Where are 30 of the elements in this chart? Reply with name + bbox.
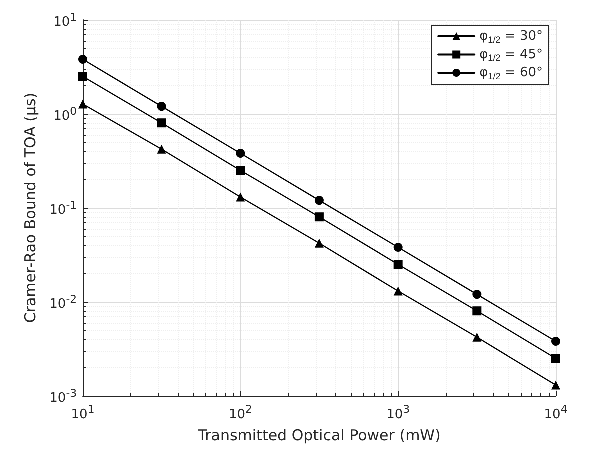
point bbox=[314, 212, 324, 222]
x-tick-label: 10$^{2}$ bbox=[228, 402, 252, 422]
point bbox=[472, 290, 482, 300]
point bbox=[552, 354, 560, 364]
point bbox=[157, 144, 166, 154]
point bbox=[394, 286, 403, 296]
point bbox=[314, 196, 324, 206]
point bbox=[552, 337, 560, 346]
point bbox=[394, 243, 403, 252]
point bbox=[236, 166, 246, 176]
x-tick-label: 10$^{3}$ bbox=[386, 402, 410, 422]
point bbox=[78, 55, 88, 64]
point bbox=[552, 380, 560, 390]
point bbox=[157, 102, 166, 112]
y-axis-title: Cramer-Rao Bound of TOA (μs) bbox=[22, 92, 40, 324]
point bbox=[394, 260, 403, 270]
point bbox=[472, 306, 482, 316]
y-tick-label: 10$^{-2}$ bbox=[50, 292, 77, 312]
point bbox=[314, 238, 324, 248]
point bbox=[157, 118, 166, 128]
point bbox=[236, 149, 246, 158]
y-tick-label: 10$^{0}$ bbox=[54, 104, 77, 124]
point bbox=[78, 100, 88, 109]
y-tick-label: 10$^{-1}$ bbox=[50, 198, 77, 218]
x-tick-label: 10$^{4}$ bbox=[544, 402, 568, 422]
point bbox=[472, 332, 482, 342]
point bbox=[78, 72, 88, 82]
x-axis-title: Transmitted Optical Power (mW) bbox=[197, 426, 441, 444]
y-tick-label: 10$^{1}$ bbox=[54, 10, 77, 30]
point bbox=[236, 192, 246, 202]
